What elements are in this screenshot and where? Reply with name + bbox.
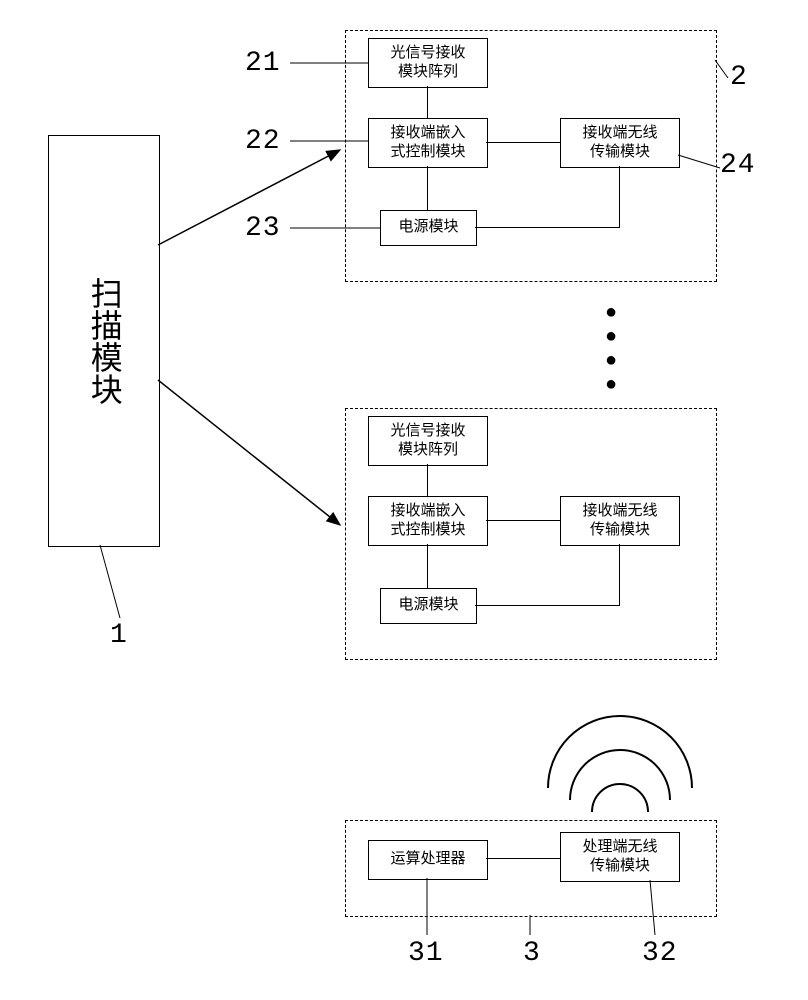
connector-line [486,142,560,143]
box-label: 运算处理器 [390,850,465,870]
box-label: 电源模块 [398,596,458,616]
wireless-tx-top: 接收端无线传输模块 [560,118,680,168]
box-label: 电源模块 [398,218,458,238]
ref-label-3: 3 [523,938,541,969]
ref-label-22: 22 [245,126,281,157]
scan-module-box: 扫描模块 [48,135,160,547]
embedded-control-bottom: 接收端嵌入式控制模块 [368,496,488,546]
connector-line [619,166,620,227]
optical-receiver-array-bottom: 光信号接收模块阵列 [368,416,488,466]
ref-label-2: 2 [730,62,748,93]
wireless-tx-bottom: 接收端无线传输模块 [560,496,680,546]
box-label: 处理端无线传输模块 [582,838,657,877]
connector-line [427,86,428,118]
ref-label-23: 23 [245,213,281,244]
box-label: 接收端嵌入式控制模块 [390,124,465,163]
box-label: 光信号接收模块阵列 [390,44,465,83]
power-module-top: 电源模块 [380,210,477,246]
connector-line [475,605,620,606]
embedded-control-top: 接收端嵌入式控制模块 [368,118,488,168]
box-label: 接收端无线传输模块 [582,124,657,163]
ref-label-21: 21 [245,48,281,79]
box-label: 光信号接收模块阵列 [390,422,465,461]
ref-label-24: 24 [720,150,756,181]
processor-wireless-box: 处理端无线传输模块 [560,832,680,882]
connector-line [427,166,428,210]
ellipsis-dots: ●●●● [605,300,617,396]
connector-line [619,544,620,605]
ref-label-32: 32 [642,938,678,969]
connector-line [427,464,428,496]
processor-box: 运算处理器 [368,840,488,880]
power-module-bottom: 电源模块 [380,588,477,624]
box-label: 接收端无线传输模块 [582,502,657,541]
connector-line [486,520,560,521]
ref-label-31: 31 [408,938,444,969]
optical-receiver-array-top: 光信号接收模块阵列 [368,38,488,88]
connector-line [475,227,620,228]
box-label: 接收端嵌入式控制模块 [390,502,465,541]
connector-line [427,544,428,588]
scan-module-label: 扫描模块 [83,277,125,405]
connector-line [486,858,560,859]
ref-label-1: 1 [110,620,128,651]
